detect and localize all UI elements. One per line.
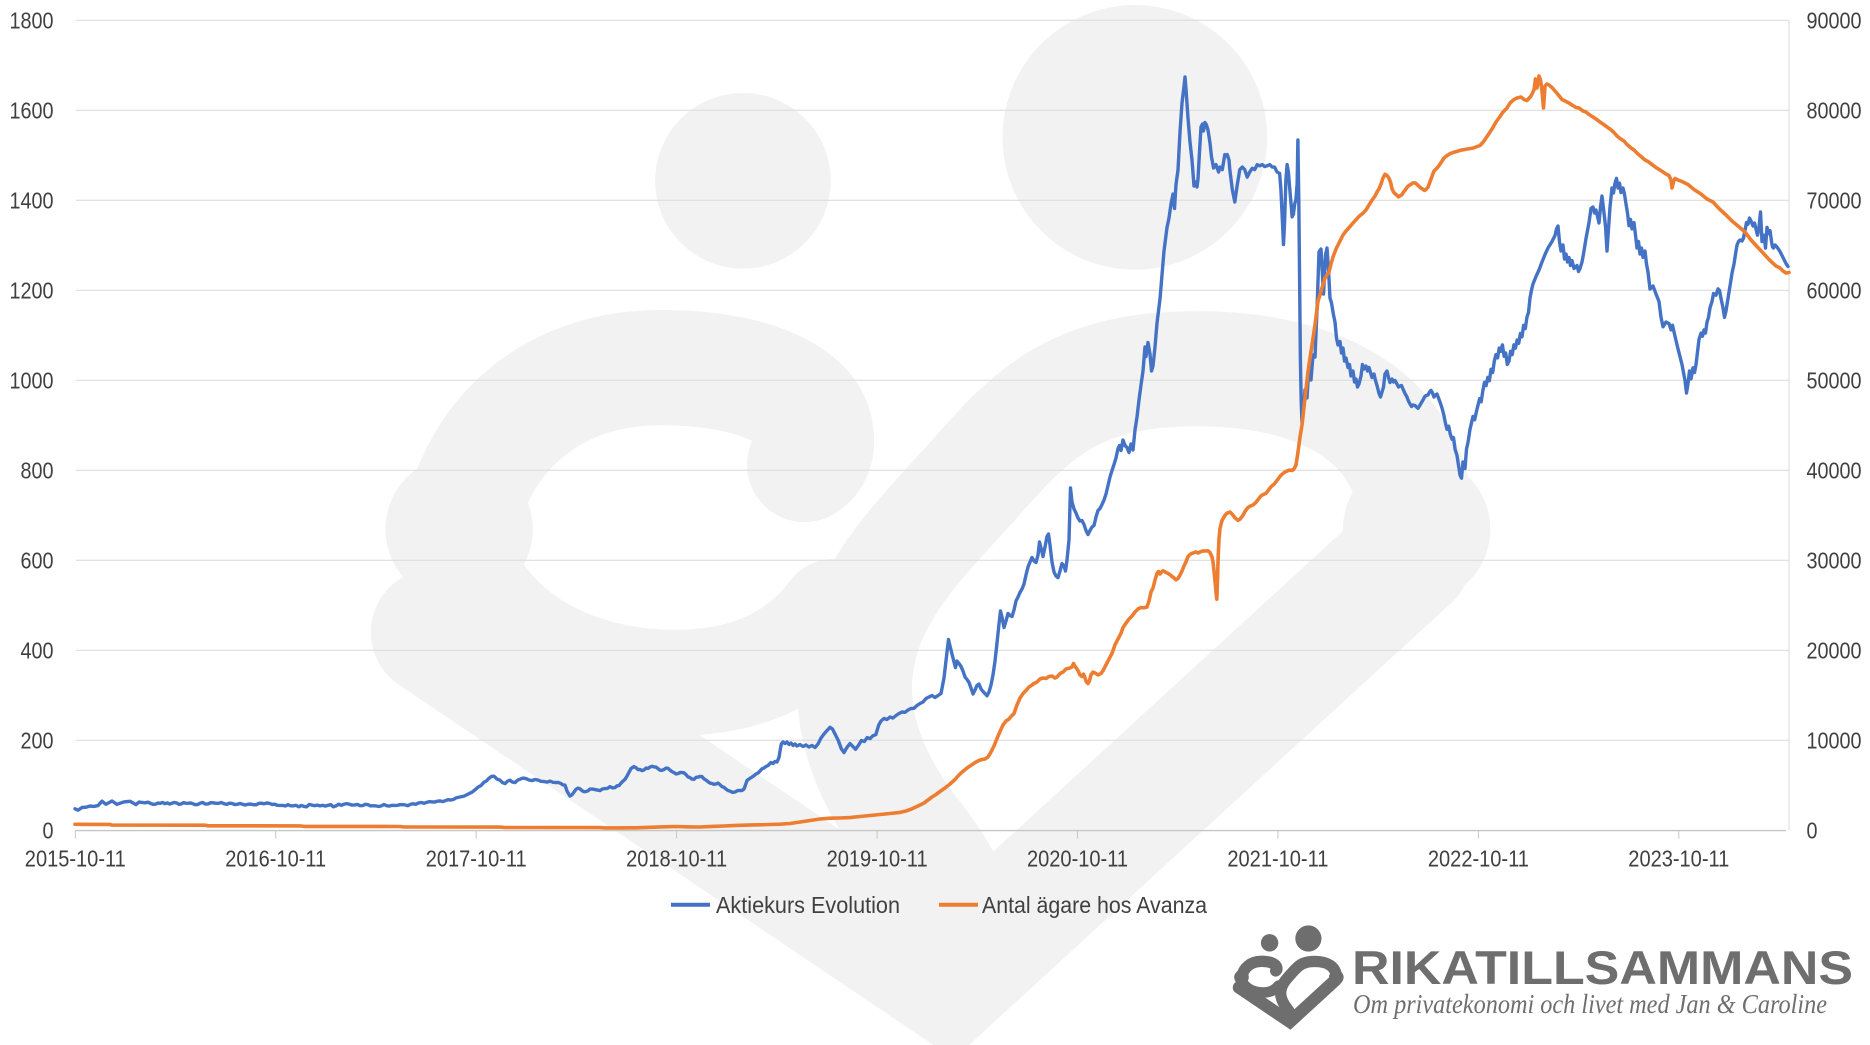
svg-text:2019-10-11: 2019-10-11: [827, 846, 928, 872]
svg-text:0: 0: [1807, 818, 1818, 844]
svg-text:2015-10-11: 2015-10-11: [25, 846, 126, 872]
svg-text:30000: 30000: [1807, 548, 1862, 574]
svg-text:RIKATILLSAMMANS: RIKATILLSAMMANS: [1352, 941, 1853, 994]
svg-text:50000: 50000: [1807, 368, 1862, 394]
svg-text:2016-10-11: 2016-10-11: [225, 846, 326, 872]
svg-text:2018-10-11: 2018-10-11: [626, 846, 727, 872]
svg-text:200: 200: [21, 728, 54, 754]
svg-text:70000: 70000: [1807, 188, 1862, 214]
svg-text:1400: 1400: [10, 188, 54, 214]
svg-text:600: 600: [21, 548, 54, 574]
svg-text:1800: 1800: [10, 8, 54, 34]
svg-text:1200: 1200: [10, 278, 54, 304]
svg-text:20000: 20000: [1807, 638, 1862, 664]
svg-text:40000: 40000: [1807, 458, 1862, 484]
svg-text:2020-10-11: 2020-10-11: [1027, 846, 1128, 872]
svg-text:800: 800: [21, 458, 54, 484]
svg-text:80000: 80000: [1807, 98, 1862, 124]
svg-text:0: 0: [43, 818, 54, 844]
svg-text:90000: 90000: [1807, 8, 1862, 34]
svg-text:2017-10-11: 2017-10-11: [426, 846, 527, 872]
svg-text:Aktiekurs Evolution: Aktiekurs Evolution: [716, 892, 900, 918]
svg-text:1000: 1000: [10, 368, 54, 394]
svg-text:2022-10-11: 2022-10-11: [1428, 846, 1529, 872]
svg-text:Om privatekonomi och livet med: Om privatekonomi och livet med Jan & Car…: [1353, 989, 1827, 1019]
svg-text:60000: 60000: [1807, 278, 1862, 304]
svg-text:Antal ägare hos Avanza: Antal ägare hos Avanza: [982, 892, 1207, 918]
svg-text:10000: 10000: [1807, 728, 1862, 754]
svg-text:2023-10-11: 2023-10-11: [1628, 846, 1729, 872]
svg-text:1600: 1600: [10, 98, 54, 124]
svg-text:2021-10-11: 2021-10-11: [1227, 846, 1328, 872]
svg-text:400: 400: [21, 638, 54, 664]
